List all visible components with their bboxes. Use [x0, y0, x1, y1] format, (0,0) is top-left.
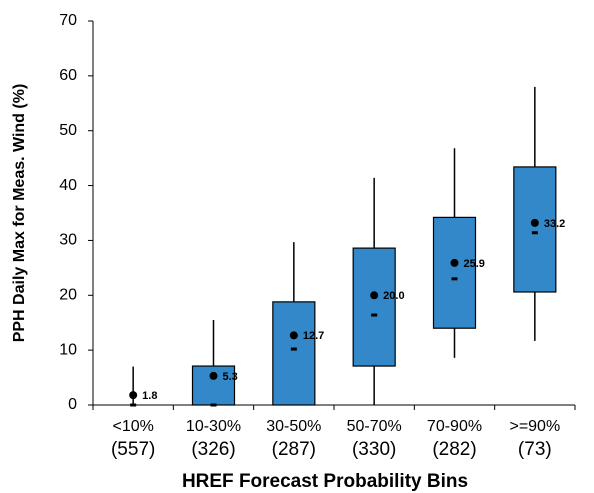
box — [513, 166, 557, 293]
category-count: (326) — [191, 439, 235, 460]
mean-label: 33.2 — [544, 218, 565, 230]
y-tick-label: 30 — [59, 232, 77, 249]
y-tick-label: 20 — [59, 287, 77, 304]
x-tick-label: 10-30% — [186, 418, 241, 435]
mean — [209, 371, 218, 380]
mean-label: 1.8 — [142, 390, 157, 402]
mean — [450, 258, 459, 267]
category-count: (282) — [432, 439, 476, 460]
box — [272, 301, 316, 406]
mean-label: 12.7 — [303, 330, 324, 342]
x-tick-label: <10% — [112, 418, 153, 435]
x-tick-label: 50-70% — [347, 418, 402, 435]
mean — [129, 391, 138, 400]
category-count: (330) — [352, 439, 396, 460]
y-tick-label: 60 — [59, 67, 77, 84]
x-axis-label: HREF Forecast Probability Bins — [182, 471, 468, 492]
y-tick-label: 70 — [59, 12, 77, 29]
mean-label: 25.9 — [464, 258, 485, 270]
x-tick-label: 30-50% — [266, 418, 321, 435]
y-tick-label: 0 — [68, 396, 77, 413]
y-tick-label: 50 — [59, 122, 77, 139]
y-tick-label: 40 — [59, 177, 77, 194]
x-tick-label: >=90% — [509, 418, 560, 435]
category-count: (287) — [272, 439, 316, 460]
y-tick-label: 10 — [59, 341, 77, 358]
x-tick-label: 70-90% — [427, 418, 482, 435]
category-count: (73) — [518, 439, 552, 460]
mean — [289, 331, 298, 340]
mean-label: 5.3 — [223, 371, 238, 383]
mean — [530, 218, 539, 227]
box — [352, 247, 396, 367]
y-axis-label: PPH Daily Max for Meas. Wind (%) — [11, 84, 28, 343]
box — [432, 216, 477, 329]
mean — [370, 291, 379, 300]
category-count: (557) — [111, 439, 155, 460]
mean-label: 20.0 — [383, 290, 404, 302]
